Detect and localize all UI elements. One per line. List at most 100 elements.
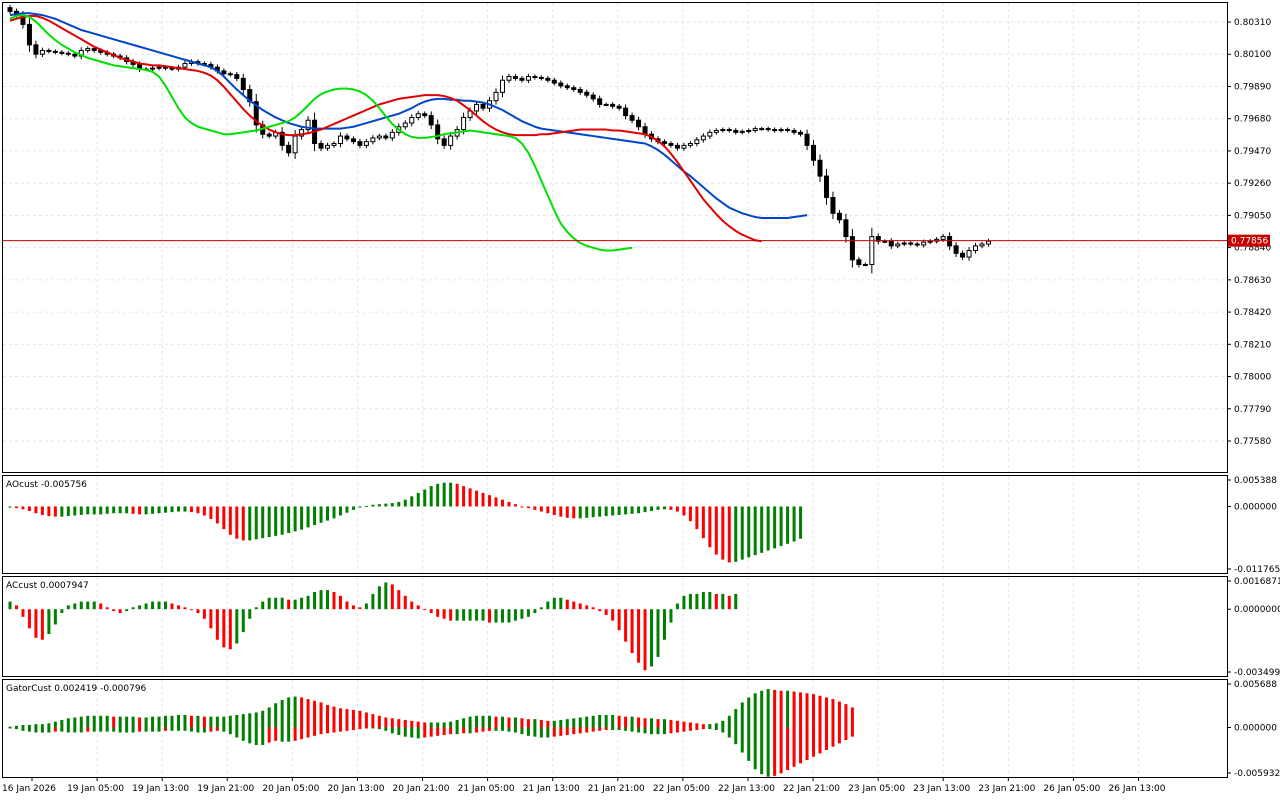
candle[interactable] [564,83,570,91]
candle[interactable] [415,110,421,121]
candle[interactable] [474,100,480,115]
candle[interactable] [65,51,71,57]
candle[interactable] [707,129,713,139]
candle[interactable] [337,132,343,148]
candle[interactable] [422,111,428,118]
candle[interactable] [901,240,907,247]
candle[interactable] [759,126,765,131]
candle[interactable] [817,154,823,182]
candle[interactable] [493,88,499,105]
candle[interactable] [428,111,434,130]
candle[interactable] [402,120,408,130]
candle[interactable] [791,128,797,135]
candle[interactable] [869,227,875,274]
candle[interactable] [499,75,505,98]
candle[interactable] [590,92,596,102]
candle[interactable] [674,142,680,151]
candle[interactable] [318,140,324,152]
candle[interactable] [7,4,13,15]
candle[interactable] [979,241,985,249]
candle[interactable] [985,238,991,247]
candle[interactable] [849,228,855,268]
candle[interactable] [927,239,933,245]
candle[interactable] [240,73,246,95]
candle[interactable] [357,138,363,149]
candle[interactable] [279,127,285,151]
candle[interactable] [623,104,629,120]
candle[interactable] [953,242,959,258]
candle[interactable] [661,139,667,146]
candle[interactable] [532,74,538,80]
candle[interactable] [441,135,447,149]
candle[interactable] [681,142,687,151]
candle[interactable] [811,139,817,166]
ac-pane[interactable] [8,582,738,671]
candle[interactable] [78,47,84,60]
candle[interactable] [836,209,842,224]
candle[interactable] [525,73,531,84]
candle[interactable] [694,137,700,147]
candle[interactable] [720,127,726,133]
candle[interactable] [629,112,635,124]
candle[interactable] [947,232,953,251]
candle[interactable] [46,48,52,54]
candle[interactable] [558,80,564,89]
candle[interactable] [888,238,894,249]
candle[interactable] [363,138,369,149]
candle[interactable] [299,126,305,140]
candle[interactable] [383,133,389,141]
candle[interactable] [571,85,577,92]
candle[interactable] [551,77,557,86]
candle[interactable] [577,86,583,95]
candle[interactable] [733,128,739,135]
candle[interactable] [376,133,382,141]
candle[interactable] [227,71,233,77]
candle[interactable] [908,240,914,247]
candle[interactable] [389,129,395,142]
candle[interactable] [286,141,292,157]
candle[interactable] [960,250,966,260]
candle[interactable] [785,127,791,133]
candle[interactable] [914,241,920,248]
candle[interactable] [700,133,706,143]
candle[interactable] [266,131,272,139]
candle[interactable] [610,102,616,109]
candle[interactable] [234,71,240,82]
candle[interactable] [33,40,39,59]
candle[interactable] [739,129,745,135]
candle[interactable] [778,127,784,133]
candle[interactable] [875,233,881,245]
candle[interactable] [59,50,65,56]
candle[interactable] [895,241,901,249]
candle[interactable] [862,262,868,267]
candle[interactable] [344,133,350,142]
candle[interactable] [668,141,674,148]
candle[interactable] [85,46,91,53]
candle[interactable] [409,114,415,127]
candle[interactable] [966,247,972,261]
candle[interactable] [752,126,758,133]
candle[interactable] [150,66,156,72]
candle[interactable] [687,141,693,148]
candle[interactable] [882,239,888,244]
candle[interactable] [247,84,253,107]
candle[interactable] [350,136,356,145]
candle[interactable] [603,102,609,107]
candle[interactable] [746,128,752,134]
candle[interactable] [584,89,590,98]
gator-pane[interactable] [8,689,854,777]
candle[interactable] [221,68,227,77]
main-price-pane[interactable] [3,4,1227,274]
candle[interactable] [448,131,454,150]
candle[interactable] [331,141,337,148]
candle[interactable] [52,49,58,55]
candle[interactable] [519,76,525,83]
candle[interactable] [772,127,778,133]
candle[interactable] [26,17,32,52]
candle[interactable] [253,93,259,133]
candle[interactable] [538,75,544,81]
candle[interactable] [823,168,829,205]
candle[interactable] [325,142,331,151]
candle[interactable] [506,73,512,84]
